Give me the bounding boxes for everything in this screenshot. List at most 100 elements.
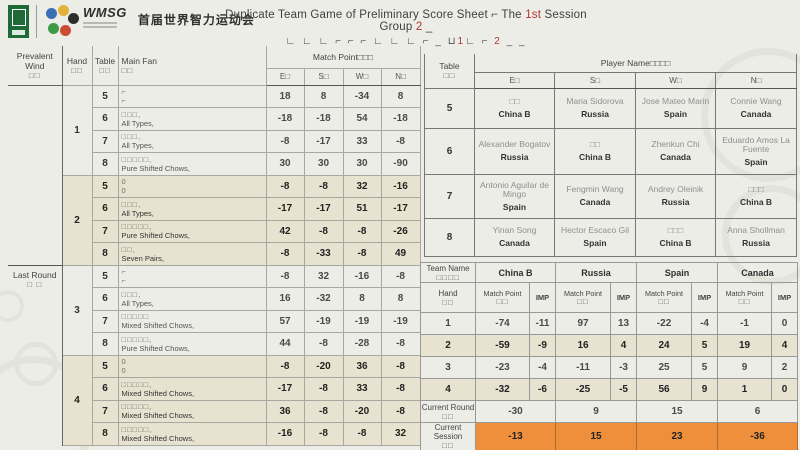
player-cell: Maria Sidorova Russia <box>554 87 636 129</box>
sheet-title-cjk: ∟ ∟ ∟ ⌐ ⌐ ⌐ ∟ ∟ ∟ ⌐ _ ⊔1∟ ⌐ 2 _ _ <box>285 36 527 47</box>
player-cell: □□□ China B <box>635 217 716 257</box>
player-cell: Andrey Oleinik Russia <box>635 173 716 219</box>
imp-value: -3 <box>610 356 638 379</box>
match-point-header: Match Point □□ <box>475 282 530 313</box>
main-fan-cell: □□□□□, Mixed Shifted Chows, <box>117 422 267 446</box>
table-number: 8 <box>91 152 119 176</box>
player-cell: Zhenkun Chi Canada <box>635 127 716 175</box>
hand-number: 2 <box>61 174 93 266</box>
match-point-cell: 49 <box>380 242 421 266</box>
match-point-value: 97 <box>555 312 612 335</box>
match-point-cell: 33 <box>342 377 382 401</box>
match-point-cell: -8 <box>265 264 305 288</box>
match-point-header: Match Point□□□ <box>265 46 421 69</box>
match-point-value: -32 <box>475 378 530 401</box>
match-point-cell: 32 <box>342 174 382 198</box>
match-point-cell: -17 <box>265 377 305 401</box>
match-point-cell: -8 <box>265 129 305 153</box>
seat-header-east: E□ <box>265 67 305 86</box>
match-point-header: Match Point □□ <box>717 282 773 313</box>
match-point-cell: -8 <box>265 242 305 266</box>
imp-value: -9 <box>528 334 557 357</box>
player-cell: Alexander Bogatov Russia <box>474 127 555 175</box>
match-point-cell: -33 <box>303 242 344 266</box>
match-point-cell: -8 <box>380 354 421 378</box>
current-session-value: -36 <box>717 422 799 450</box>
table-number: 6 <box>424 127 475 175</box>
match-point-cell: -18 <box>265 107 305 131</box>
main-fan-cell: □□□□□, Pure Shifted Chows, <box>117 332 267 356</box>
match-point-cell: -8 <box>342 219 382 243</box>
table-number: 6 <box>91 287 119 311</box>
table-number: 7 <box>91 309 119 333</box>
match-point-cell: -28 <box>342 332 382 356</box>
seat-header-south: S□ <box>554 71 636 89</box>
match-point-table: Prevalent Wind □□ Hand □□ Table □□ Main Fan… <box>8 46 421 446</box>
match-point-cell: -17 <box>303 197 344 221</box>
player-cell: Anna Shollman Russia <box>714 217 798 257</box>
match-point-cell: -8 <box>380 129 421 153</box>
hand-number: 4 <box>61 354 93 446</box>
player-cell: Yinan Song Canada <box>474 217 555 257</box>
player-cell: □□ China B <box>554 127 636 175</box>
team-name-header: Team Name □□□□ <box>420 262 476 283</box>
table-number: 5 <box>91 354 119 378</box>
main-fan-cell: ⌐ ⌐ <box>117 84 267 108</box>
imp-header: IMP <box>691 282 719 313</box>
team-header: Russia <box>555 262 638 283</box>
table-number: 7 <box>91 219 119 243</box>
match-point-value: -22 <box>636 312 693 335</box>
match-point-cell: 8 <box>380 287 421 311</box>
current-round-label: Current Round □□ <box>420 400 476 423</box>
imp-value: 5 <box>691 334 719 357</box>
team-header: China B <box>474 262 557 283</box>
player-cell: Fengmin Wang Canada <box>554 173 636 219</box>
imp-value: 5 <box>691 356 719 379</box>
match-point-cell: 8 <box>303 84 344 108</box>
match-point-cell: -18 <box>303 107 344 131</box>
imp-value: -6 <box>528 378 557 401</box>
match-point-cell: 30 <box>303 152 344 176</box>
current-session-value: -13 <box>474 422 557 450</box>
match-point-cell: 51 <box>342 197 382 221</box>
table-number: 5 <box>91 264 119 288</box>
current-round-value: 15 <box>636 400 719 423</box>
prevalent-wind-spacer <box>8 85 63 265</box>
sheet-title-en: Duplicate Team Game of Preliminary Score… <box>225 9 587 33</box>
match-point-cell: 8 <box>342 287 382 311</box>
match-point-cell: -17 <box>303 129 344 153</box>
match-point-cell: 36 <box>265 399 305 423</box>
imp-value: 4 <box>610 334 638 357</box>
current-session-value: 15 <box>555 422 638 450</box>
match-point-cell: -32 <box>303 287 344 311</box>
table-number: 5 <box>91 84 119 108</box>
match-point-cell: -8 <box>380 264 421 288</box>
match-point-cell: -90 <box>380 152 421 176</box>
imp-value: 4 <box>771 334 799 357</box>
seat-header-north: N□ <box>380 67 421 86</box>
match-point-value: -11 <box>555 356 612 379</box>
match-point-cell: 8 <box>380 84 421 108</box>
table-number: 7 <box>424 173 475 219</box>
current-round-value: 9 <box>555 400 638 423</box>
last-round-label: Last Round □ □ <box>8 264 63 445</box>
imp-value: -4 <box>528 356 557 379</box>
match-point-cell: -8 <box>303 174 344 198</box>
match-point-cell: -19 <box>303 309 344 333</box>
hand-number: 3 <box>61 264 93 356</box>
match-point-cell: -8 <box>380 399 421 423</box>
imp-value: -4 <box>691 312 719 335</box>
match-point-cell: -8 <box>265 174 305 198</box>
match-point-header: Match Point □□ <box>555 282 612 313</box>
match-point-cell: -19 <box>380 309 421 333</box>
player-cell: Eduardo Amos La Fuente Spain <box>714 127 798 175</box>
current-round-value: 6 <box>717 400 799 423</box>
player-cell: Jose Mateo Marin Spain <box>635 87 716 129</box>
match-point-cell: -20 <box>303 354 344 378</box>
player-cell: Hector Escaco Gil Spain <box>554 217 636 257</box>
imp-value: -11 <box>528 312 557 335</box>
match-point-cell: -8 <box>380 377 421 401</box>
match-point-cell: -8 <box>342 242 382 266</box>
match-point-cell: 16 <box>265 287 305 311</box>
match-point-value: -74 <box>475 312 530 335</box>
